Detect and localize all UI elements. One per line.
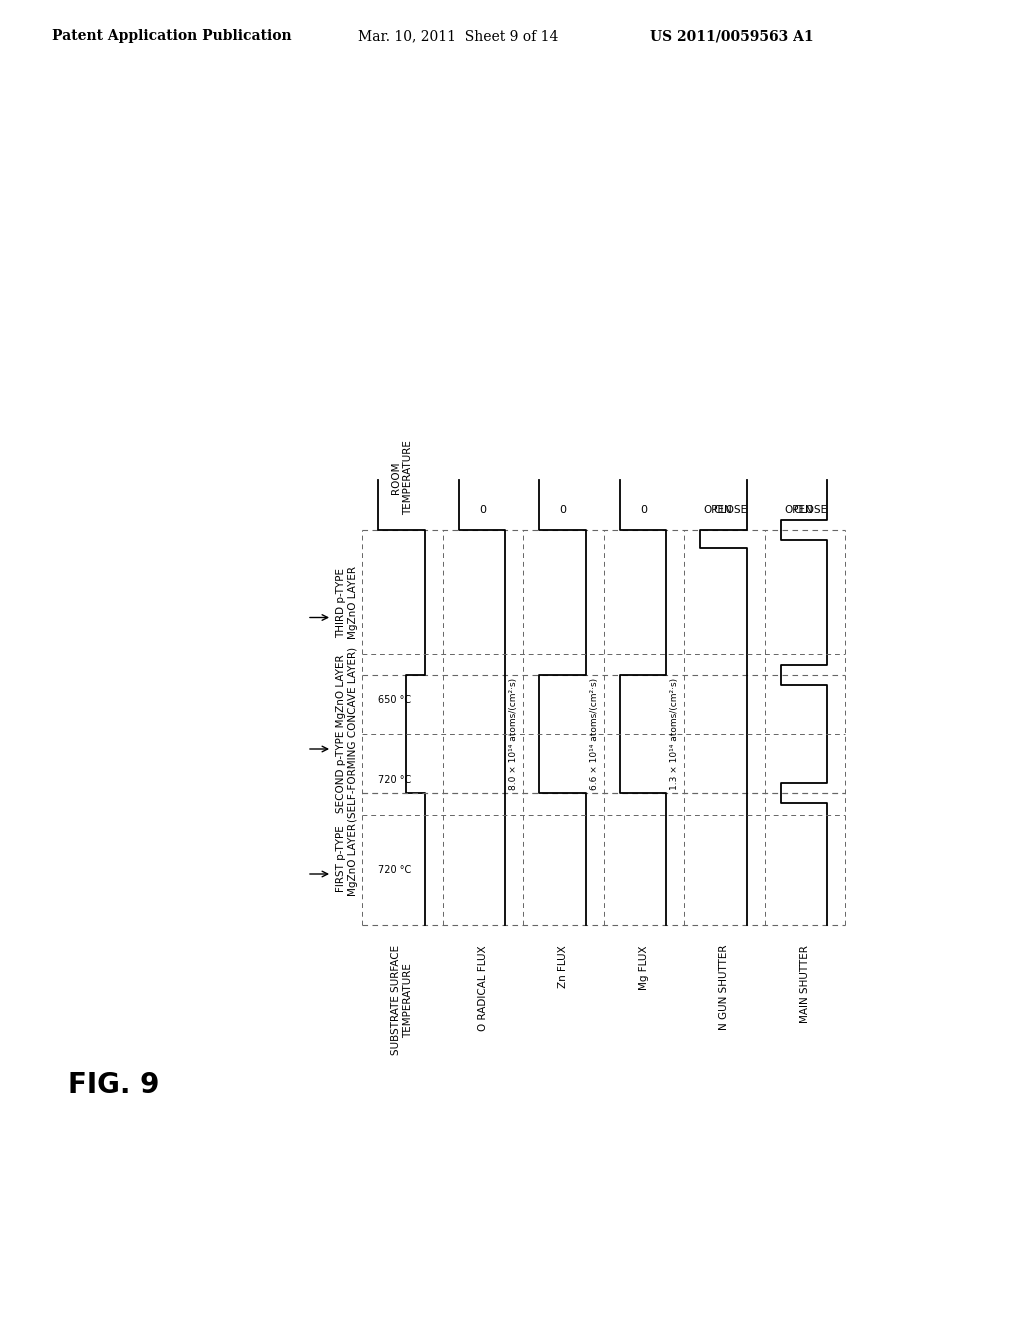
Text: Mar. 10, 2011  Sheet 9 of 14: Mar. 10, 2011 Sheet 9 of 14 bbox=[358, 29, 558, 44]
Text: THIRD p-TYPE
MgZnO LAYER: THIRD p-TYPE MgZnO LAYER bbox=[336, 566, 357, 639]
Text: CLOSE: CLOSE bbox=[713, 506, 748, 515]
Text: MAIN SHUTTER: MAIN SHUTTER bbox=[800, 945, 810, 1023]
Text: 8.0 × 10¹⁴ atoms/(cm²·s): 8.0 × 10¹⁴ atoms/(cm²·s) bbox=[509, 678, 518, 791]
Text: FIG. 9: FIG. 9 bbox=[68, 1071, 160, 1100]
Text: ROOM
TEMPERATURE: ROOM TEMPERATURE bbox=[391, 440, 413, 515]
Text: 0: 0 bbox=[560, 506, 566, 515]
Text: SUBSTRATE SURFACE
TEMPERATURE: SUBSTRATE SURFACE TEMPERATURE bbox=[391, 945, 413, 1055]
Text: Patent Application Publication: Patent Application Publication bbox=[52, 29, 292, 44]
Text: Mg FLUX: Mg FLUX bbox=[639, 945, 649, 990]
Text: SECOND p-TYPE MgZnO LAYER
(SELF-FORMING CONCAVE LAYER): SECOND p-TYPE MgZnO LAYER (SELF-FORMING … bbox=[336, 647, 357, 821]
Text: 6.6 × 10¹⁴ atoms/(cm²·s): 6.6 × 10¹⁴ atoms/(cm²·s) bbox=[590, 678, 599, 791]
Text: 720 °C: 720 °C bbox=[378, 775, 411, 785]
Text: CLOSE: CLOSE bbox=[794, 506, 827, 515]
Text: OPEN: OPEN bbox=[703, 506, 732, 515]
Text: 650 °C: 650 °C bbox=[378, 696, 411, 705]
Text: 0: 0 bbox=[640, 506, 647, 515]
Text: 0: 0 bbox=[479, 506, 486, 515]
Text: Zn FLUX: Zn FLUX bbox=[558, 945, 568, 987]
Text: US 2011/0059563 A1: US 2011/0059563 A1 bbox=[650, 29, 814, 44]
Text: N GUN SHUTTER: N GUN SHUTTER bbox=[719, 945, 729, 1031]
Text: 1.3 × 10¹⁴ atoms/(cm²·s): 1.3 × 10¹⁴ atoms/(cm²·s) bbox=[671, 678, 679, 791]
Text: 720 °C: 720 °C bbox=[378, 865, 411, 875]
Text: O RADICAL FLUX: O RADICAL FLUX bbox=[478, 945, 487, 1031]
Text: FIRST p-TYPE
MgZnO LAYER: FIRST p-TYPE MgZnO LAYER bbox=[336, 822, 357, 895]
Text: OPEN: OPEN bbox=[784, 506, 813, 515]
